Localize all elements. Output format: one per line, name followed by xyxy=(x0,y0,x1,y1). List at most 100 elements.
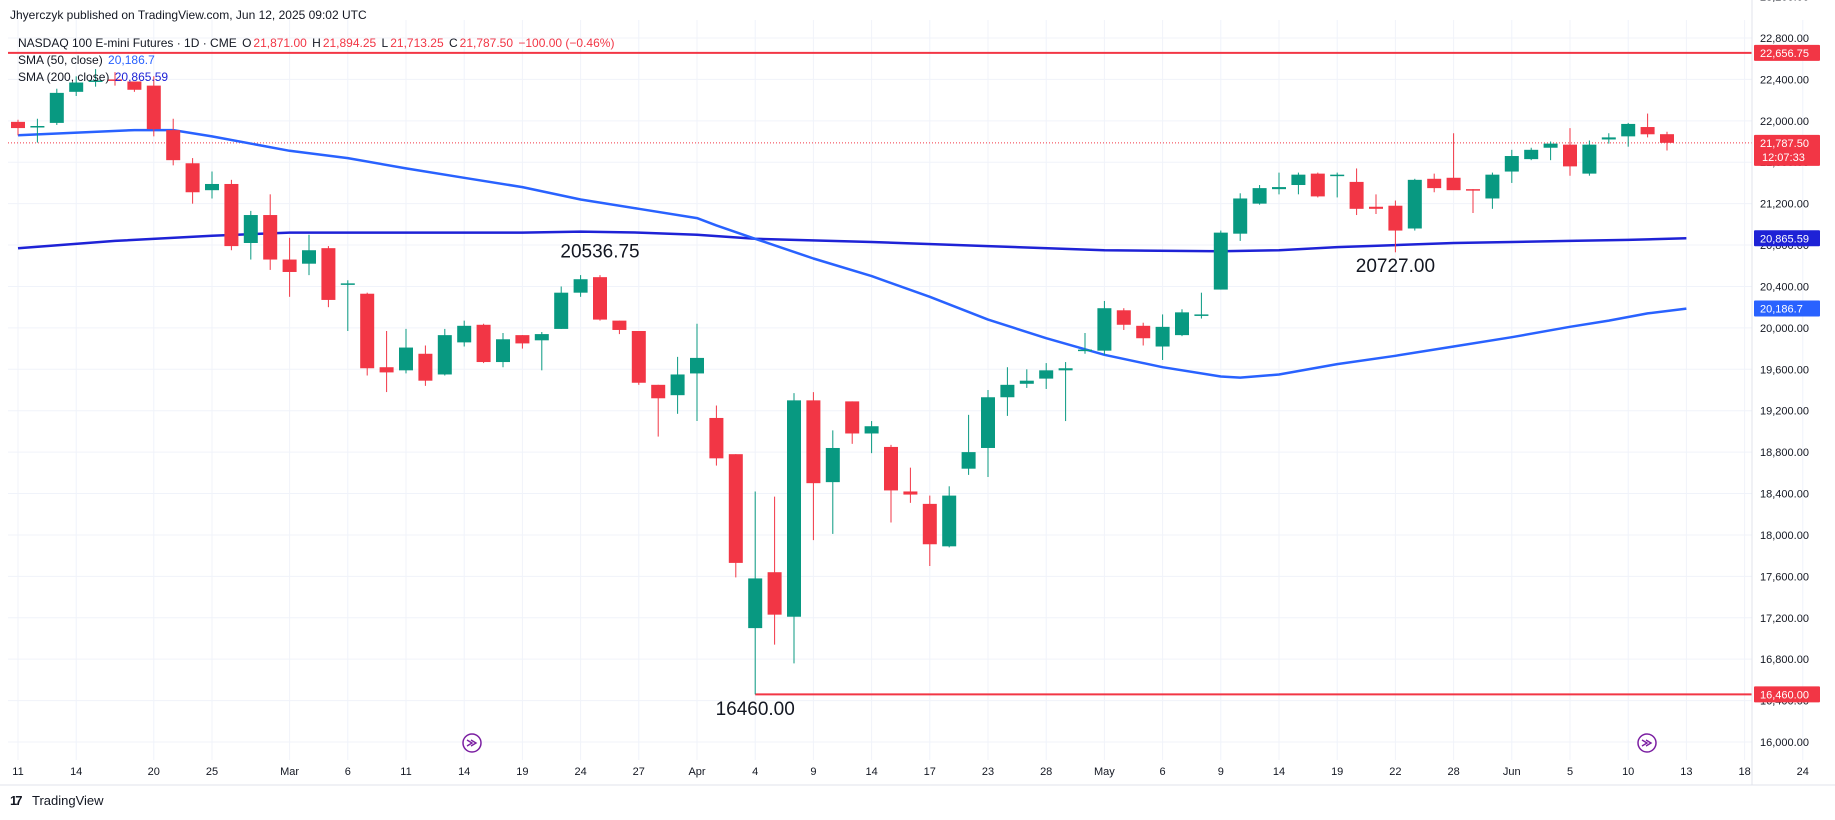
candle[interactable] xyxy=(767,496,782,645)
tradingview-logo[interactable]: 17 TradingView xyxy=(10,793,104,808)
candle[interactable] xyxy=(1601,133,1616,144)
candle[interactable] xyxy=(243,210,258,260)
candle[interactable] xyxy=(1543,141,1558,161)
candle[interactable] xyxy=(1621,122,1636,147)
candle[interactable] xyxy=(1388,200,1403,253)
candle[interactable] xyxy=(476,323,491,364)
candle[interactable] xyxy=(1427,173,1442,193)
candle[interactable] xyxy=(1019,369,1034,388)
candle[interactable] xyxy=(728,454,743,578)
candle-body xyxy=(1194,314,1209,316)
candle[interactable] xyxy=(631,330,646,385)
candle[interactable] xyxy=(1000,367,1015,416)
candle[interactable] xyxy=(922,495,937,566)
candle[interactable] xyxy=(981,390,995,477)
candle[interactable] xyxy=(1252,185,1267,205)
y-tick-label: 17,600.00 xyxy=(1760,571,1809,583)
candle[interactable] xyxy=(30,118,45,143)
candle[interactable] xyxy=(942,486,957,548)
candle[interactable] xyxy=(321,246,336,308)
sma50-legend[interactable]: SMA (50, close) 20,186.7 xyxy=(18,52,157,68)
candle[interactable] xyxy=(1524,147,1539,161)
candle[interactable] xyxy=(1291,172,1306,195)
candle[interactable] xyxy=(864,421,879,454)
candle[interactable] xyxy=(1330,172,1345,198)
candle[interactable] xyxy=(651,384,666,437)
candle[interactable] xyxy=(884,444,898,523)
candle[interactable] xyxy=(806,392,821,541)
candle[interactable] xyxy=(903,467,918,503)
candle[interactable] xyxy=(1097,300,1112,355)
candle[interactable] xyxy=(127,81,142,92)
candle-body xyxy=(1563,144,1577,167)
candle-body xyxy=(1446,177,1461,191)
candle[interactable] xyxy=(88,69,103,87)
candle[interactable] xyxy=(845,401,860,444)
candle[interactable] xyxy=(670,356,685,414)
candle[interactable] xyxy=(1058,362,1073,422)
candle[interactable] xyxy=(1175,309,1189,337)
candle[interactable] xyxy=(108,72,122,86)
candle[interactable] xyxy=(1563,128,1577,176)
candle[interactable] xyxy=(1272,172,1286,195)
candle[interactable] xyxy=(1349,168,1364,216)
candle[interactable] xyxy=(1485,172,1500,209)
candle[interactable] xyxy=(185,158,200,204)
candle[interactable] xyxy=(515,335,530,349)
candle[interactable] xyxy=(1446,133,1461,191)
candle[interactable] xyxy=(573,275,588,297)
candle[interactable] xyxy=(224,179,239,251)
candle[interactable] xyxy=(263,194,278,270)
candle[interactable] xyxy=(166,118,181,166)
candle[interactable] xyxy=(534,332,549,371)
candle[interactable] xyxy=(1407,178,1422,231)
candle[interactable] xyxy=(1078,333,1092,354)
candle[interactable] xyxy=(437,328,452,376)
sma200-legend[interactable]: SMA (200, close) 20,865.59 xyxy=(18,69,170,85)
candle[interactable] xyxy=(1039,363,1054,389)
candle[interactable] xyxy=(360,292,375,376)
candle[interactable] xyxy=(282,237,297,297)
candle[interactable] xyxy=(1194,292,1209,319)
candle[interactable] xyxy=(612,320,627,335)
candle[interactable] xyxy=(961,414,976,475)
candle[interactable] xyxy=(49,88,64,125)
candle[interactable] xyxy=(554,286,569,329)
candle[interactable] xyxy=(593,275,607,321)
candle[interactable] xyxy=(69,76,84,96)
candle[interactable] xyxy=(1504,149,1519,183)
candle[interactable] xyxy=(11,119,25,136)
candle[interactable] xyxy=(1116,308,1131,330)
candle[interactable] xyxy=(748,491,763,695)
candle[interactable] xyxy=(1660,131,1674,151)
candle[interactable] xyxy=(787,393,801,664)
candle[interactable] xyxy=(1213,230,1228,290)
candle[interactable] xyxy=(825,430,840,534)
candle-body xyxy=(496,339,510,363)
economic-event-icon[interactable] xyxy=(462,733,482,753)
candle[interactable] xyxy=(1310,172,1325,198)
candle[interactable] xyxy=(1369,194,1383,214)
candle[interactable] xyxy=(1233,193,1248,241)
candle[interactable] xyxy=(457,320,472,347)
axis-price-label-bg xyxy=(1754,230,1820,247)
candle[interactable] xyxy=(146,76,161,137)
high-label: H xyxy=(312,36,321,50)
candle[interactable] xyxy=(1136,322,1151,346)
candle[interactable] xyxy=(1466,189,1480,213)
candle[interactable] xyxy=(399,328,413,374)
candle[interactable] xyxy=(690,323,704,422)
candle[interactable] xyxy=(1155,314,1170,360)
candle[interactable] xyxy=(496,333,510,368)
candle[interactable] xyxy=(709,405,724,466)
economic-event-icon[interactable] xyxy=(1637,733,1657,753)
candle[interactable] xyxy=(1582,140,1597,176)
candle[interactable] xyxy=(302,234,316,276)
candle[interactable] xyxy=(1640,113,1655,138)
candle[interactable] xyxy=(379,330,394,393)
candle[interactable] xyxy=(205,171,219,199)
axis-price-label-bg xyxy=(1754,44,1820,61)
candle[interactable] xyxy=(418,345,433,386)
candle[interactable] xyxy=(340,280,355,331)
